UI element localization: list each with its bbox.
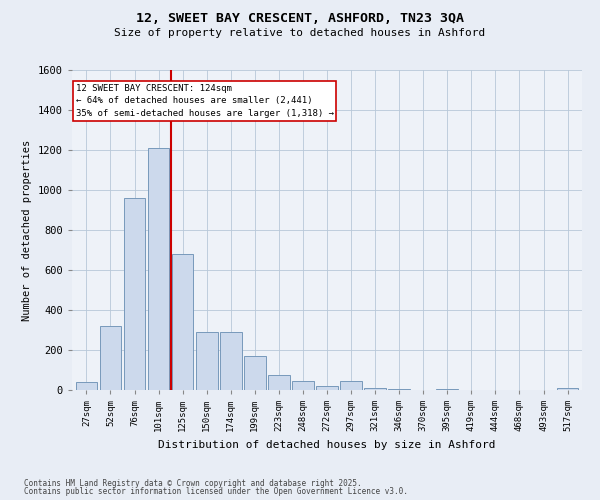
Bar xyxy=(124,198,145,390)
Bar xyxy=(388,389,410,390)
Bar xyxy=(436,389,458,390)
X-axis label: Distribution of detached houses by size in Ashford: Distribution of detached houses by size … xyxy=(158,440,496,450)
Text: 12 SWEET BAY CRESCENT: 124sqm
← 64% of detached houses are smaller (2,441)
35% o: 12 SWEET BAY CRESCENT: 124sqm ← 64% of d… xyxy=(76,84,334,118)
Bar xyxy=(557,388,578,390)
Bar xyxy=(148,148,169,390)
Bar xyxy=(172,254,193,390)
Bar xyxy=(268,375,290,390)
Text: Contains HM Land Registry data © Crown copyright and database right 2025.: Contains HM Land Registry data © Crown c… xyxy=(24,478,362,488)
Text: Contains public sector information licensed under the Open Government Licence v3: Contains public sector information licen… xyxy=(24,487,408,496)
Text: 12, SWEET BAY CRESCENT, ASHFORD, TN23 3QA: 12, SWEET BAY CRESCENT, ASHFORD, TN23 3Q… xyxy=(136,12,464,26)
Bar xyxy=(340,381,362,390)
Bar xyxy=(100,326,121,390)
Bar xyxy=(76,382,97,390)
Bar xyxy=(244,356,266,390)
Bar xyxy=(196,332,218,390)
Text: Size of property relative to detached houses in Ashford: Size of property relative to detached ho… xyxy=(115,28,485,38)
Bar xyxy=(292,381,314,390)
Bar xyxy=(316,386,338,390)
Y-axis label: Number of detached properties: Number of detached properties xyxy=(22,140,32,320)
Bar xyxy=(220,332,242,390)
Bar xyxy=(364,388,386,390)
